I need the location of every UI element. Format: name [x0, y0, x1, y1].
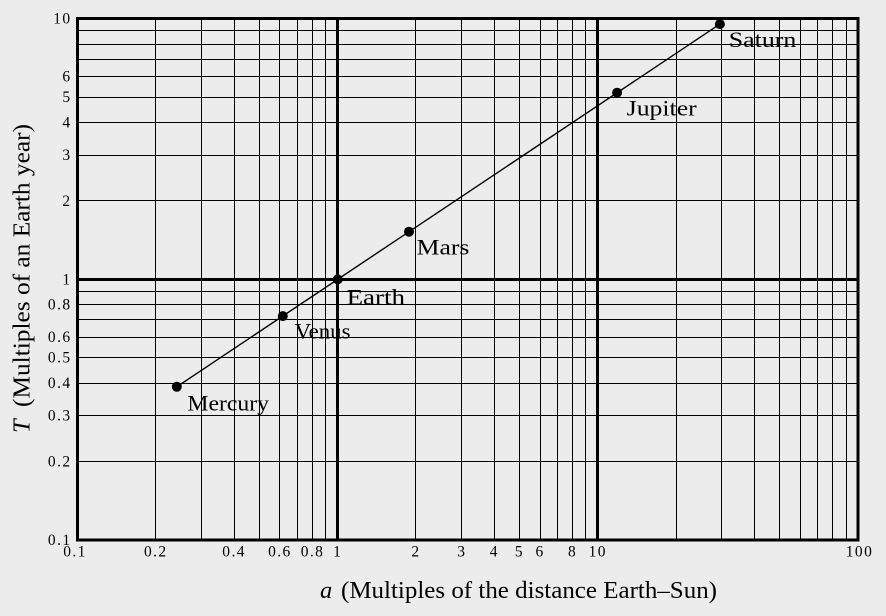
svg-text:2: 2 — [62, 193, 71, 210]
svg-text:3: 3 — [62, 147, 71, 164]
svg-text:0.4: 0.4 — [48, 375, 72, 392]
svg-text:T: T — [9, 417, 36, 433]
svg-text:0.3: 0.3 — [48, 408, 72, 425]
svg-text:Saturn: Saturn — [729, 27, 797, 52]
svg-text:5: 5 — [515, 544, 524, 561]
svg-text:0.1: 0.1 — [48, 532, 72, 549]
svg-text:0.1: 0.1 — [63, 544, 87, 561]
svg-text:0.5: 0.5 — [48, 350, 72, 367]
svg-text:2: 2 — [411, 544, 420, 561]
svg-text:10: 10 — [589, 544, 607, 561]
svg-text:6: 6 — [62, 69, 71, 86]
svg-text:Mars: Mars — [417, 235, 470, 260]
svg-text:100: 100 — [846, 544, 873, 561]
svg-text:5: 5 — [62, 89, 71, 106]
svg-text:10: 10 — [53, 11, 71, 28]
svg-text:1: 1 — [333, 544, 342, 561]
svg-text:0.2: 0.2 — [48, 454, 72, 471]
svg-text:0.8: 0.8 — [301, 544, 325, 561]
svg-text:4: 4 — [490, 544, 499, 561]
svg-text:1: 1 — [62, 271, 71, 288]
svg-text:0.4: 0.4 — [222, 544, 246, 561]
svg-text:(Multiples of the distance Ear: (Multiples of the distance Earth–Sun) — [341, 577, 717, 604]
svg-text:0.6: 0.6 — [48, 329, 72, 346]
svg-text:a: a — [320, 577, 332, 604]
svg-text:Venus: Venus — [295, 318, 351, 343]
svg-text:Jupiter: Jupiter — [627, 96, 698, 121]
svg-text:8: 8 — [568, 544, 577, 561]
svg-text:0.6: 0.6 — [268, 544, 292, 561]
svg-text:3: 3 — [457, 544, 466, 561]
svg-text:(Multiples of an Earth year): (Multiples of an Earth year) — [9, 124, 36, 407]
svg-text:0.8: 0.8 — [48, 297, 72, 314]
svg-text:Earth: Earth — [347, 285, 405, 310]
svg-text:4: 4 — [62, 114, 71, 131]
svg-text:0.2: 0.2 — [144, 544, 168, 561]
svg-text:6: 6 — [536, 544, 545, 561]
svg-text:Mercury: Mercury — [187, 390, 269, 415]
